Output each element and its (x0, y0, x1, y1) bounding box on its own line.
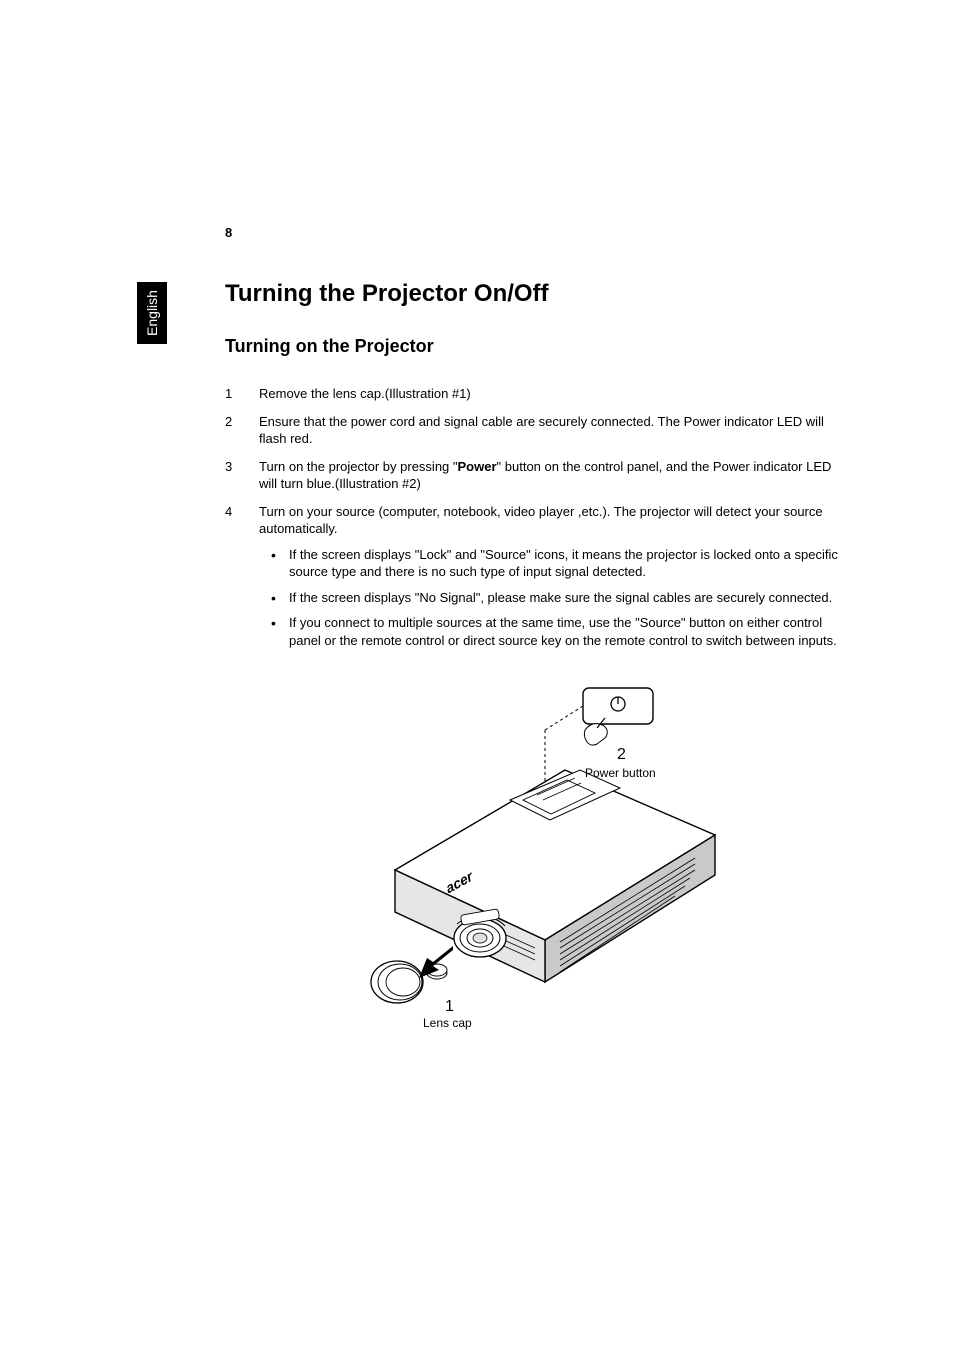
language-tab-label: English (144, 290, 160, 336)
step-4-bullet-2: If the screen displays "No Signal", plea… (259, 589, 845, 607)
step-4-bullet-1-text: If the screen displays "Lock" and "Sourc… (289, 547, 838, 580)
section-title: Turning the Projector On/Off (225, 280, 845, 308)
step-4-sublist: If the screen displays "Lock" and "Sourc… (259, 546, 845, 650)
step-3: Turn on the projector by pressing "Power… (225, 458, 845, 493)
lens-cap (371, 961, 423, 1003)
callout-2-number: 2 (617, 746, 626, 764)
step-4: Turn on your source (computer, notebook,… (225, 503, 845, 650)
projector-svg: acer (285, 680, 765, 1050)
steps-list: Remove the lens cap.(Illustration #1) En… (225, 385, 845, 650)
step-4-bullet-1: If the screen displays "Lock" and "Sourc… (259, 546, 845, 581)
page-number: 8 (225, 225, 845, 240)
page-content: 8 Turning the Projector On/Off Turning o… (225, 225, 845, 1050)
callout-2-label: Power button (585, 766, 656, 780)
step-3-text-a: Turn on the projector by pressing " (259, 459, 458, 474)
step-1: Remove the lens cap.(Illustration #1) (225, 385, 845, 403)
projector-body: acer (395, 770, 715, 982)
step-3-bold: Power (458, 459, 497, 474)
step-4-bullet-2-text: If the screen displays "No Signal", plea… (289, 590, 832, 605)
callout-1-label: Lens cap (423, 1016, 472, 1030)
language-tab: English (137, 282, 167, 344)
callout-1-number: 1 (445, 998, 454, 1016)
subsection-title: Turning on the Projector (225, 336, 845, 357)
projector-illustration: acer (285, 680, 765, 1050)
step-1-text: Remove the lens cap.(Illustration #1) (259, 386, 471, 401)
step-4-bullet-3: If you connect to multiple sources at th… (259, 614, 845, 649)
step-4-bullet-3-text: If you connect to multiple sources at th… (289, 615, 837, 648)
step-2: Ensure that the power cord and signal ca… (225, 413, 845, 448)
step-2-text: Ensure that the power cord and signal ca… (259, 414, 824, 447)
step-4-text: Turn on your source (computer, notebook,… (259, 504, 823, 537)
